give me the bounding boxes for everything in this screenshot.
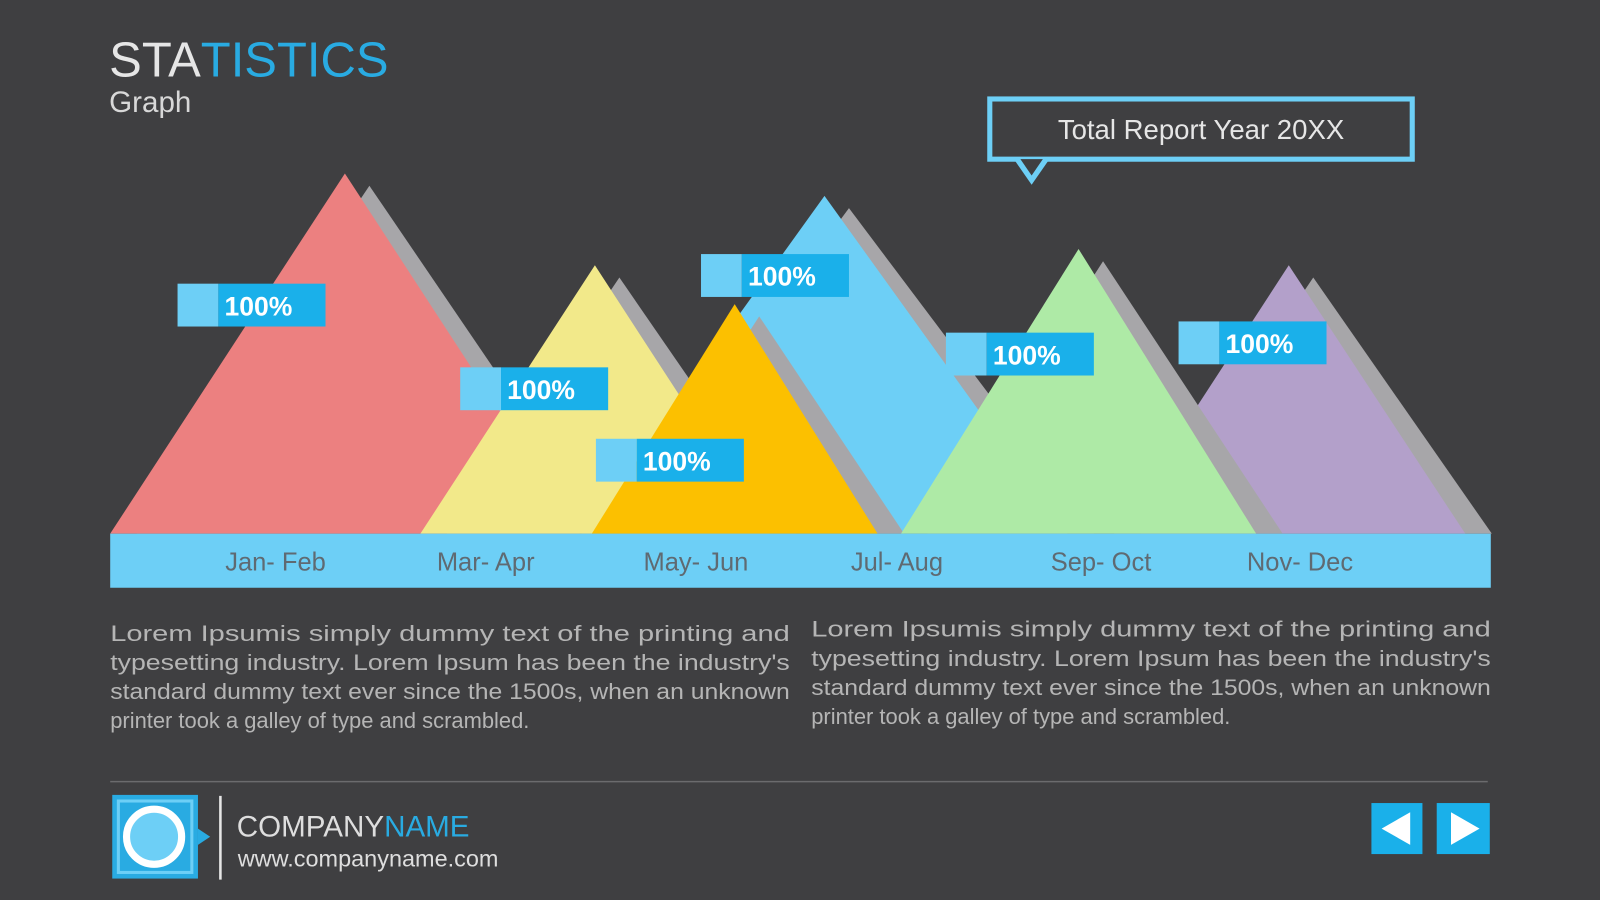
callout-box (987, 96, 1415, 162)
month-band (110, 533, 1491, 588)
paragraph-line: Lorem Ipsumis simply dummy text of the p… (110, 621, 790, 646)
month-label: Jul- Aug (851, 548, 943, 576)
percent-label: 100% (993, 340, 1061, 370)
subtitle: Graph (109, 86, 191, 119)
company-url: www.companyname.com (237, 845, 499, 871)
percent-box (218, 283, 326, 327)
paragraph-line: printer took a galley of type and scramb… (110, 708, 529, 733)
paragraphs: Lorem Ipsumis simply dummy text of the p… (110, 617, 1491, 733)
month-label: Sep- Oct (1051, 548, 1152, 576)
title-part: STA (109, 34, 201, 88)
paragraph-line: printer took a galley of type and scramb… (811, 704, 1230, 729)
paragraph-line: typesetting industry. Lorem Ipsum has be… (811, 646, 1491, 671)
callout-pointer-inner (1020, 159, 1043, 176)
content: STATISTICS Graph 100%100%100%100%100%100… (109, 34, 1492, 880)
month-labels: Jan- Feb Mar- Apr May- Jun Jul- Aug Sep- Oct… (225, 548, 1353, 576)
logo-circle (122, 805, 186, 868)
paragraph-line: standard dummy text ever since the 1500s… (110, 679, 790, 704)
percent-box-light (945, 332, 987, 376)
percent-box (986, 332, 1094, 376)
month-label: Nov- Dec (1247, 548, 1354, 576)
logo-frame (116, 799, 194, 874)
title-part: TISTICS (201, 34, 389, 88)
prev-button[interactable] (1371, 803, 1423, 855)
peaks: 100% 100% 100% 100% 100% 100% (110, 173, 1492, 534)
percent-box (636, 438, 744, 482)
percent-box-light (701, 254, 742, 297)
paragraph-line: standard dummy text ever since the 1500s… (811, 675, 1491, 700)
next-button[interactable] (1436, 803, 1490, 855)
peak (901, 248, 1257, 534)
callout-text: Total Report Year 20XX (1058, 114, 1344, 145)
company-part: NAME (384, 811, 469, 844)
company-name: COMPANYNAME (237, 811, 470, 844)
month-label: May- Jun (643, 548, 748, 576)
month-label: Jan- Feb (225, 548, 326, 576)
logo-pointer (197, 828, 211, 845)
percent-label: 100% (507, 375, 575, 405)
paragraph-line: typesetting industry. Lorem Ipsum has be… (110, 650, 790, 675)
prev-arrow[interactable] (1381, 812, 1411, 845)
percent-box-light (177, 283, 219, 327)
next-arrow[interactable] (1451, 812, 1480, 845)
percent-label: 100% (1226, 329, 1294, 359)
percent-box-light (595, 438, 637, 482)
company-part: COMPANY (237, 811, 385, 844)
title: STATISTICS (109, 34, 388, 88)
percent-box (501, 367, 609, 411)
month-label: Mar- Apr (437, 548, 535, 576)
percent-label: 100% (224, 291, 292, 321)
percent-box (741, 254, 849, 297)
percent-box (1219, 321, 1327, 365)
percent-label: 100% (748, 262, 816, 292)
percent-label: 100% (643, 446, 711, 476)
percent-box-light (460, 367, 502, 411)
peak (110, 173, 580, 534)
paragraph-line: Lorem Ipsumis simply dummy text of the p… (811, 617, 1491, 642)
percent-box-light (1178, 321, 1220, 365)
